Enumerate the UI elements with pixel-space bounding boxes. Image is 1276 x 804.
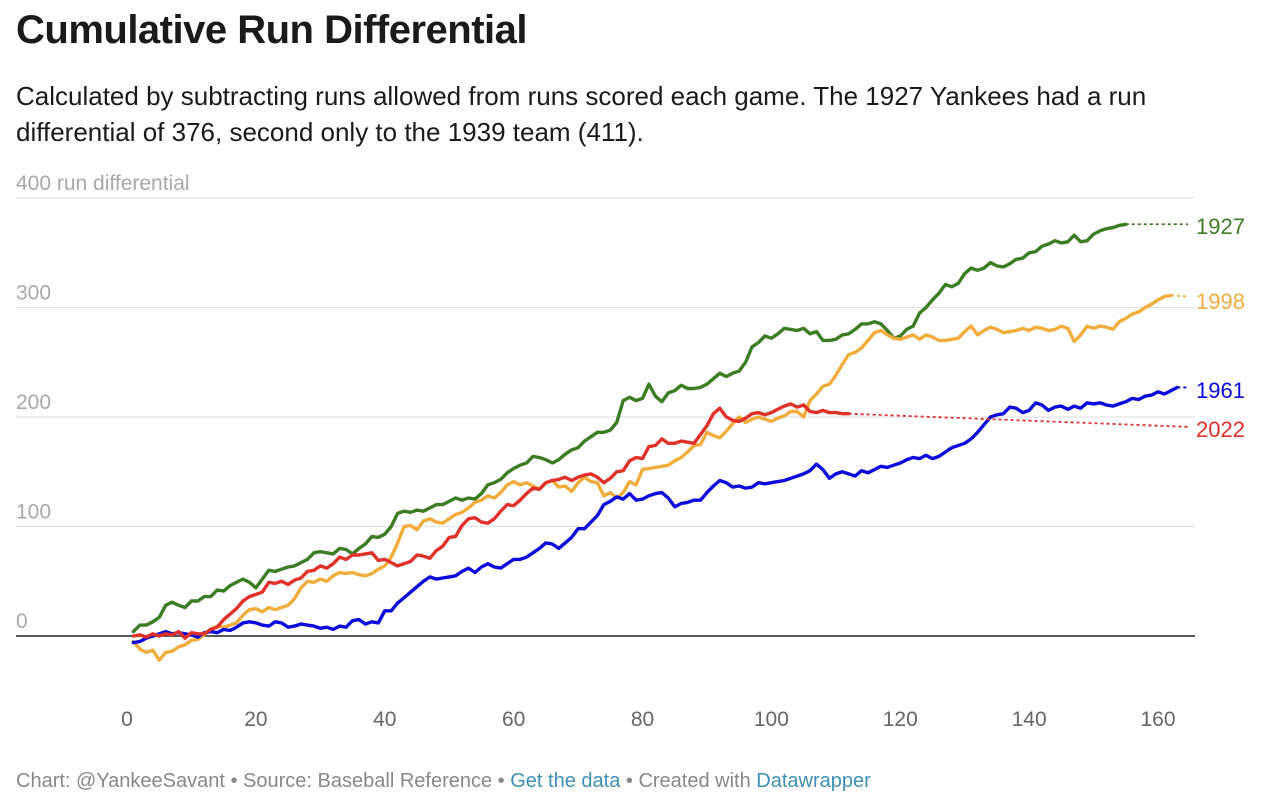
created-with-text: Created with [638,770,757,792]
y-tick-label-100: 100 [16,501,51,524]
footer-separator: • [224,770,244,792]
datawrapper-link[interactable]: Datawrapper [756,770,871,792]
series-label-1961: 1961 [1196,378,1245,403]
x-tick-label-100: 100 [754,708,789,731]
x-tick-label-0: 0 [121,708,133,731]
footer: Chart: @YankeeSavant • Source: Baseball … [16,770,871,793]
x-tick-label-60: 60 [502,708,525,731]
source-text: Source: Baseball Reference [243,770,493,792]
x-tick-label-40: 40 [373,708,396,731]
page-subtitle: Calculated by subtracting runs allowed f… [16,81,1147,147]
y-tick-label-300: 300 [16,282,51,305]
x-tick-label-80: 80 [631,708,654,731]
credit-text: Chart: @YankeeSavant [16,770,225,792]
y-tick-label-400: 400 run differential [16,172,190,195]
series-line-1998 [131,293,1173,662]
y-tick-label-0: 0 [16,610,28,633]
get-data-link[interactable]: Get the data [510,770,621,792]
y-tick-label-200: 200 [16,391,51,414]
x-tick-label-120: 120 [883,708,918,731]
x-tick-label-160: 160 [1140,708,1175,731]
footer-separator: • [492,770,511,792]
series-line-1927 [131,222,1128,634]
x-tick-label-140: 140 [1012,708,1047,731]
projection-line-2022 [848,412,1189,428]
x-tick-label-20: 20 [244,708,267,731]
projection-line-1998 [1170,294,1189,298]
series-line-2022 [131,402,851,640]
line-chart: 0 100 200 300 400 run differential 0 20 40 60 80 1… [16,172,1245,731]
series-label-1927: 1927 [1196,214,1245,239]
series-label-2022: 2022 [1196,417,1245,442]
series-label-1998: 1998 [1196,289,1245,314]
series-line-1961 [131,385,1180,645]
page-title: Cumulative Run Differential [16,8,528,52]
footer-separator: • [620,770,639,792]
